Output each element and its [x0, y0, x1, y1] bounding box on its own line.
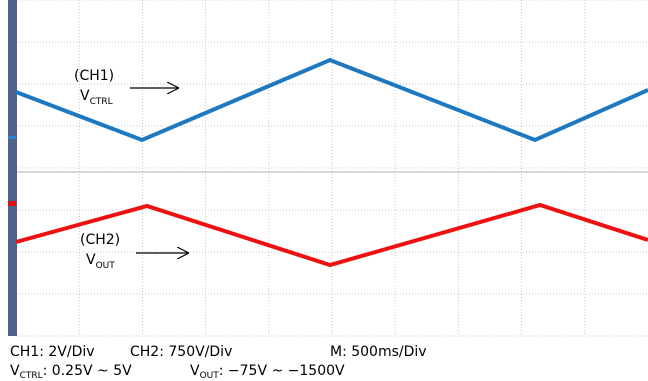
ch2-marker: [8, 201, 16, 206]
ch2-name: (CH2): [80, 232, 120, 248]
subscript: OUT: [200, 371, 220, 381]
footer-time: M: 500ms/Div: [330, 344, 427, 360]
ch1-marker: [8, 136, 16, 139]
subscript: CTRL: [20, 371, 43, 381]
left-bar: [8, 0, 17, 336]
ch2-symbol: VOUT: [86, 252, 115, 271]
subscript: CTRL: [90, 97, 113, 107]
symbol: V: [190, 363, 200, 379]
footer-ch1: CH1: 2V/Div: [10, 344, 95, 360]
ch2-trace: [15, 202, 648, 268]
subscript: OUT: [96, 261, 116, 271]
ch1-symbol: VCTRL: [80, 88, 113, 107]
grid: [16, 0, 648, 337]
footer-ctrl: VCTRL: 0.25V ~ 5V: [10, 363, 132, 381]
footer-out: VOUT: −75V ~ −1500V: [190, 363, 345, 381]
ch1-name: (CH1): [74, 68, 114, 84]
ch1-trace: [15, 57, 648, 143]
symbol: V: [80, 88, 90, 104]
symbol: V: [86, 252, 96, 268]
range: : −75V ~ −1500V: [219, 363, 345, 379]
symbol: V: [10, 363, 20, 379]
range: : 0.25V ~ 5V: [43, 363, 132, 379]
footer-ch2: CH2: 750V/Div: [130, 344, 232, 360]
